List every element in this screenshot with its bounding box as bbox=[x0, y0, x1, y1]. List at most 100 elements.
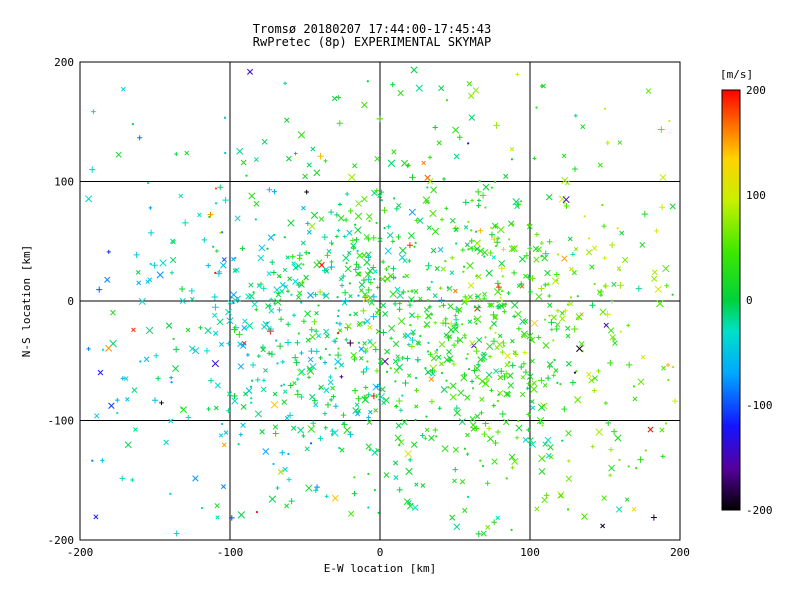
marker-plus bbox=[468, 238, 475, 244]
marker-dot bbox=[335, 337, 338, 340]
marker-dot bbox=[328, 353, 331, 356]
marker-plus bbox=[462, 199, 469, 206]
marker-plus bbox=[294, 339, 301, 346]
marker-x bbox=[508, 453, 516, 461]
marker-plus bbox=[451, 342, 457, 349]
colorbar-tick-label: 0 bbox=[746, 294, 753, 307]
marker-dot bbox=[475, 230, 478, 233]
marker-plus bbox=[571, 325, 579, 333]
marker-dot bbox=[463, 447, 467, 450]
marker-plus bbox=[370, 293, 378, 301]
marker-plus bbox=[236, 331, 243, 338]
marker-dot bbox=[331, 242, 334, 245]
marker-plus bbox=[487, 250, 494, 257]
marker-dot bbox=[619, 330, 622, 333]
marker-dot bbox=[425, 415, 428, 418]
marker-dot bbox=[366, 360, 369, 363]
marker-dot bbox=[308, 251, 311, 255]
marker-plus bbox=[494, 280, 501, 287]
marker-plus bbox=[211, 293, 219, 301]
marker-x bbox=[565, 475, 573, 483]
marker-plus bbox=[334, 212, 340, 218]
marker-x bbox=[377, 393, 385, 401]
marker-x bbox=[282, 267, 288, 273]
marker-x bbox=[522, 436, 529, 443]
marker-plus bbox=[361, 277, 367, 283]
marker-x bbox=[427, 178, 434, 185]
marker-plus bbox=[329, 259, 334, 264]
marker-plus bbox=[363, 365, 370, 372]
marker-x bbox=[268, 495, 277, 503]
marker-x bbox=[530, 385, 538, 393]
marker-plus bbox=[380, 259, 386, 265]
marker-plus bbox=[340, 273, 347, 279]
marker-dot bbox=[366, 80, 369, 83]
marker-x bbox=[355, 200, 363, 207]
marker-plus bbox=[465, 452, 470, 456]
marker-x bbox=[261, 138, 268, 145]
chart-title: Tromsø 20180207 17:44:00-17:45:43 bbox=[253, 22, 491, 36]
marker-x bbox=[120, 86, 126, 92]
marker-x bbox=[424, 427, 430, 433]
marker-plus bbox=[323, 158, 328, 163]
marker-x bbox=[110, 309, 116, 316]
marker-plus bbox=[445, 334, 452, 342]
marker-plus bbox=[490, 235, 498, 243]
marker-x bbox=[330, 385, 335, 391]
marker-dot bbox=[377, 511, 380, 514]
marker-dot bbox=[501, 275, 504, 278]
marker-plus bbox=[452, 466, 459, 473]
marker-x bbox=[377, 193, 383, 199]
marker-plus bbox=[423, 436, 428, 441]
marker-x bbox=[542, 341, 550, 349]
marker-x bbox=[169, 256, 177, 264]
marker-x bbox=[463, 225, 469, 230]
marker-x bbox=[580, 124, 586, 130]
marker-dot bbox=[603, 107, 607, 110]
marker-x bbox=[292, 278, 299, 285]
marker-x bbox=[214, 503, 220, 509]
marker-plus bbox=[518, 281, 524, 287]
marker-dot bbox=[671, 293, 674, 296]
marker-x bbox=[578, 340, 585, 347]
marker-x bbox=[449, 217, 456, 224]
marker-plus bbox=[526, 412, 531, 417]
marker-plus bbox=[310, 420, 316, 427]
marker-x bbox=[647, 426, 654, 433]
colorbar-tick-label: -100 bbox=[746, 399, 773, 412]
marker-x bbox=[355, 271, 361, 277]
marker-plus bbox=[207, 211, 214, 218]
marker-plus bbox=[538, 377, 545, 384]
marker-x bbox=[348, 293, 353, 299]
marker-plus bbox=[462, 333, 467, 338]
marker-dot bbox=[467, 220, 470, 223]
marker-plus bbox=[222, 196, 229, 204]
marker-plus bbox=[425, 262, 433, 270]
marker-x bbox=[331, 429, 339, 437]
marker-plus bbox=[231, 392, 238, 400]
marker-x bbox=[248, 192, 256, 200]
marker-plus bbox=[479, 192, 487, 199]
marker-x bbox=[308, 222, 316, 230]
marker-plus bbox=[372, 346, 379, 353]
marker-x bbox=[353, 311, 359, 317]
marker-x bbox=[366, 213, 373, 220]
marker-plus bbox=[285, 289, 290, 294]
marker-plus bbox=[341, 289, 349, 297]
marker-plus bbox=[308, 326, 315, 333]
marker-dot bbox=[553, 358, 556, 362]
marker-dot bbox=[445, 379, 448, 382]
marker-x bbox=[581, 513, 588, 520]
marker-x bbox=[603, 322, 609, 328]
marker-dot bbox=[539, 422, 542, 425]
marker-plus bbox=[526, 274, 532, 280]
marker-x bbox=[481, 379, 490, 388]
marker-dot bbox=[170, 381, 173, 384]
marker-x bbox=[331, 95, 338, 102]
marker-x bbox=[337, 215, 345, 222]
marker-dot bbox=[494, 331, 497, 334]
marker-x bbox=[298, 368, 306, 376]
marker-x bbox=[565, 360, 572, 367]
marker-x bbox=[553, 368, 559, 373]
marker-plus bbox=[390, 82, 396, 88]
